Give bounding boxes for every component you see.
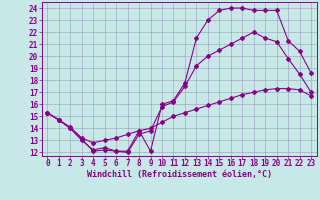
X-axis label: Windchill (Refroidissement éolien,°C): Windchill (Refroidissement éolien,°C) bbox=[87, 170, 272, 179]
